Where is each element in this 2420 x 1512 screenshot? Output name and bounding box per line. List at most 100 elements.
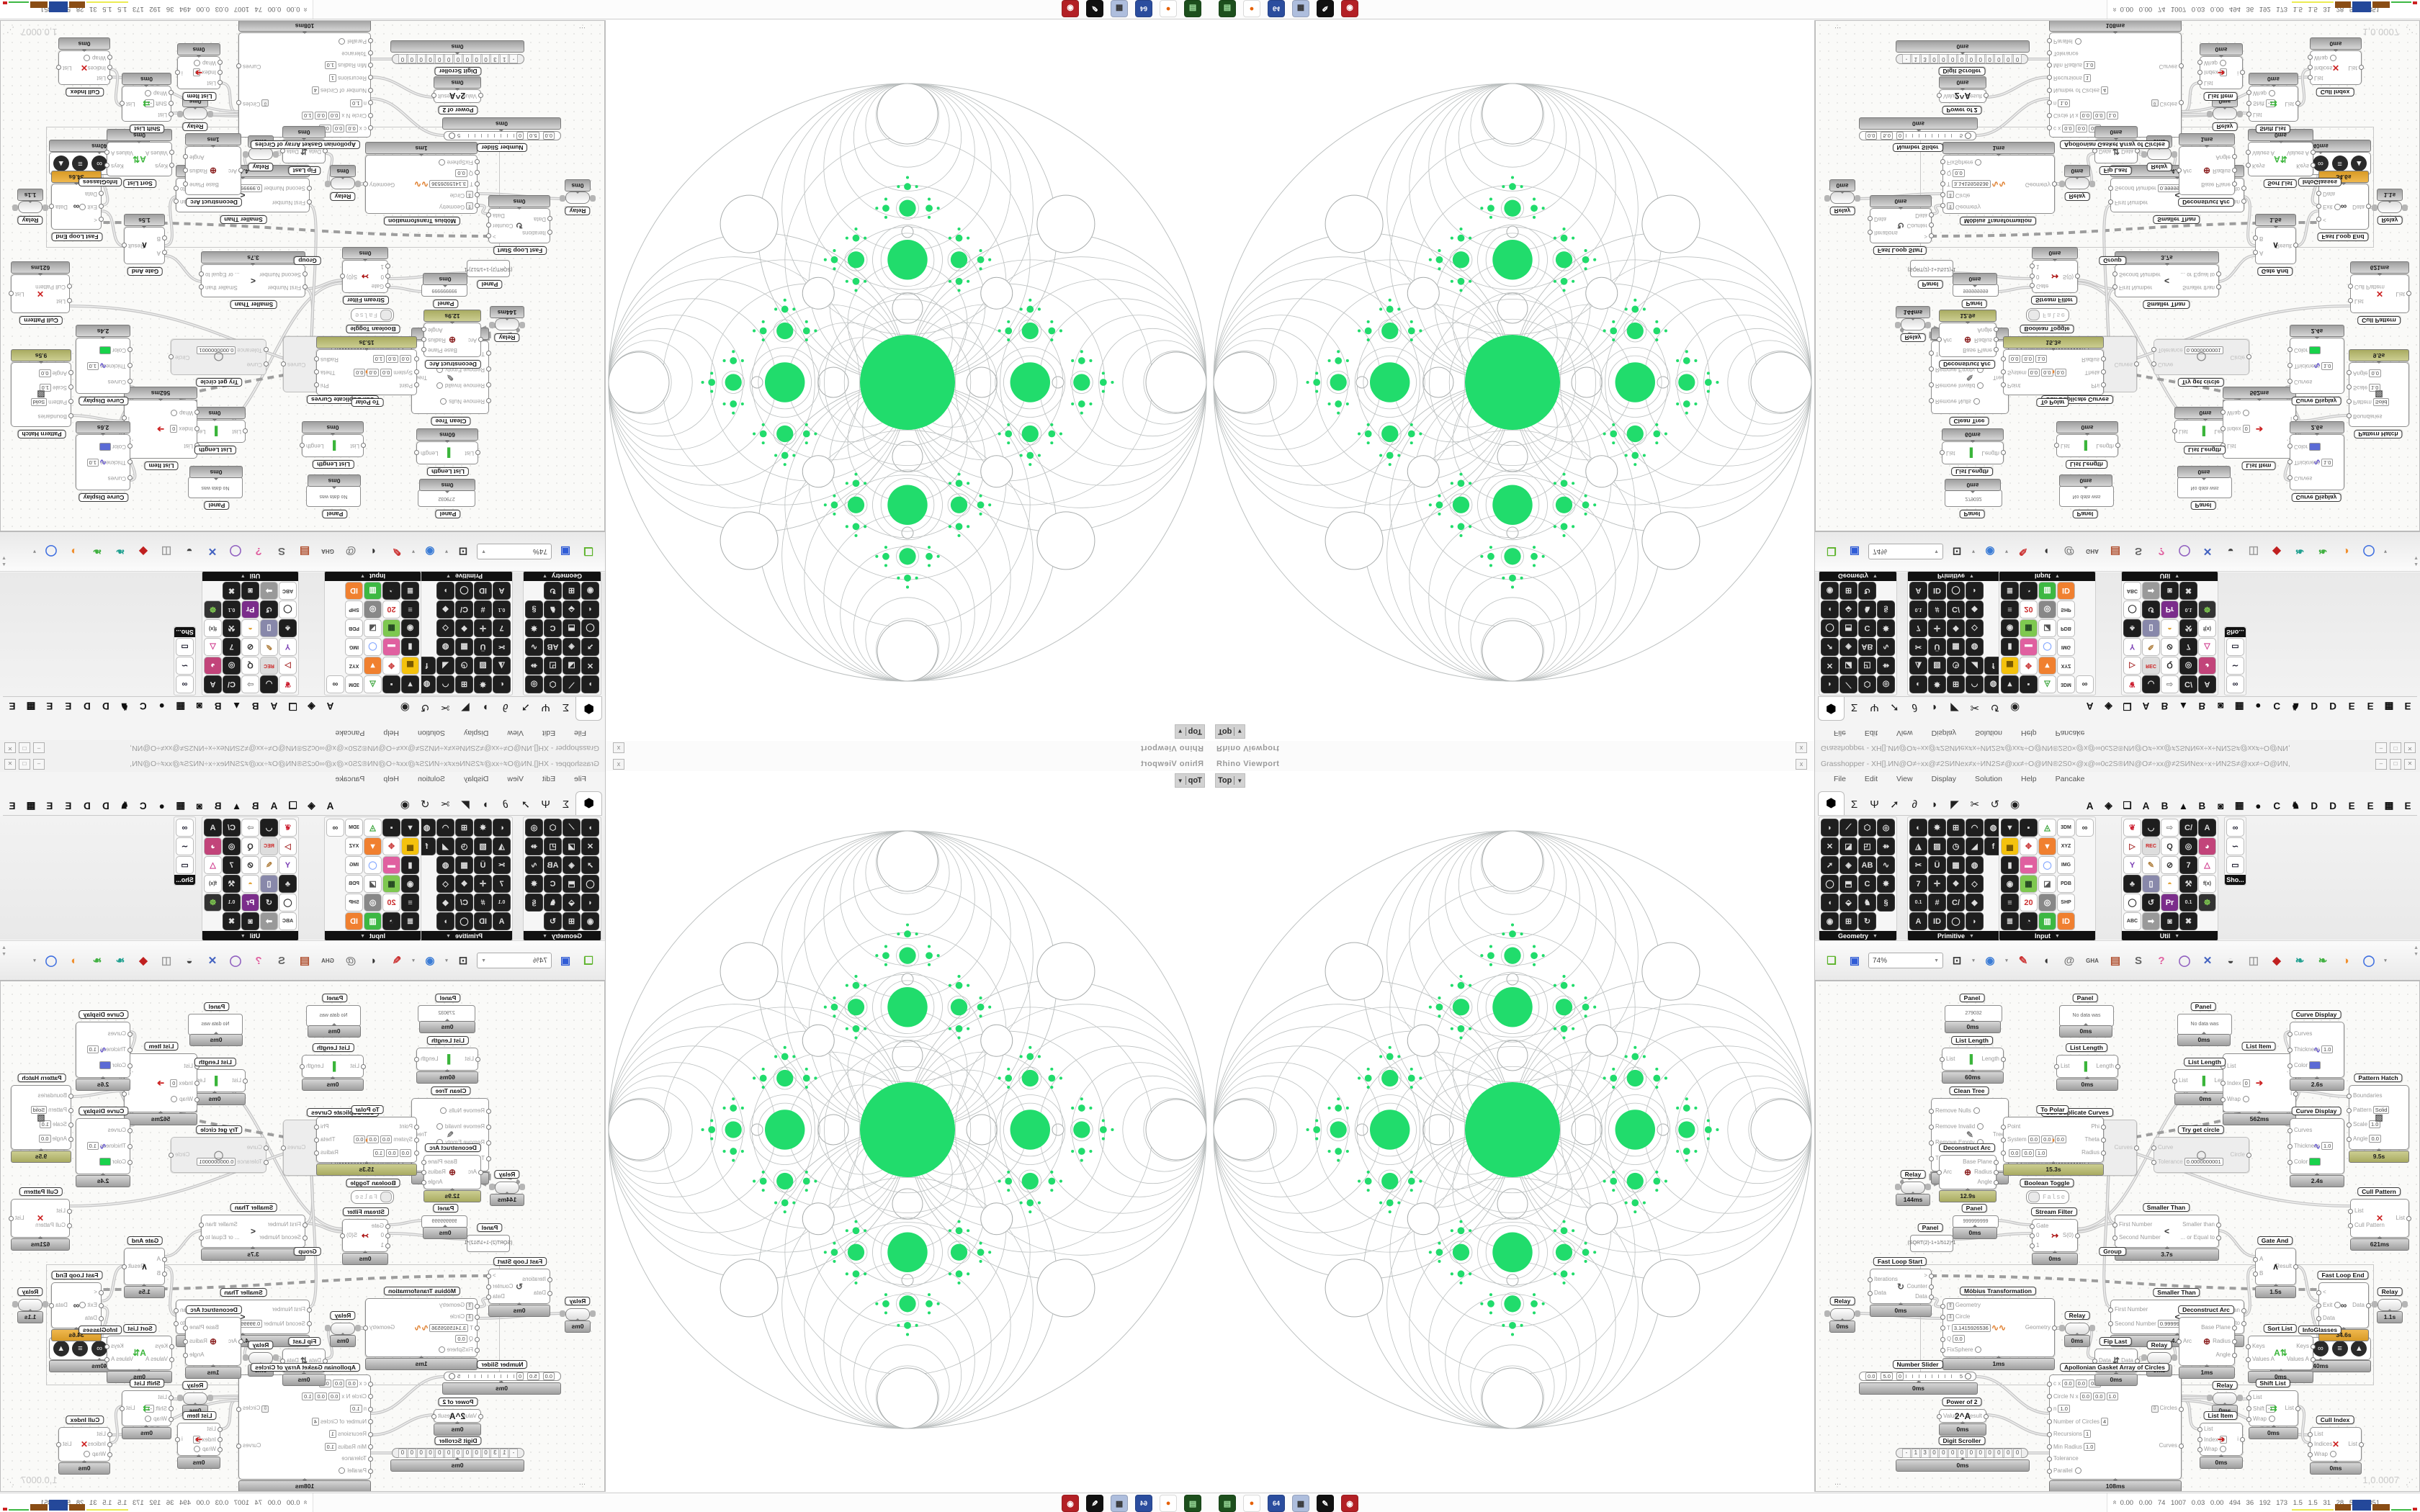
output-port[interactable]: Curves [2159, 63, 2177, 70]
digit-cell[interactable]: 3 [490, 54, 500, 64]
palette-icon[interactable]: ✸ [1877, 619, 1895, 637]
output-port[interactable]: Data [1915, 212, 1927, 220]
dropdown-icon[interactable]: ▾ [2384, 549, 2387, 554]
tab-icon[interactable]: ∂ [503, 701, 508, 714]
output-port[interactable]: Phi [321, 382, 329, 389]
node-label[interactable]: List Item [144, 1042, 179, 1050]
input-port[interactable]: ⇧Geometry [1947, 202, 1981, 210]
node-label[interactable]: Relay [330, 192, 356, 201]
tab-plugin[interactable]: ❏ [288, 800, 297, 811]
export-doc-icon[interactable]: ▤ [2110, 955, 2121, 967]
palette-icon[interactable]: ◙ [2161, 582, 2179, 600]
collapse-chevrons-icon[interactable]: » [2110, 8, 2119, 11]
menu-item-help[interactable]: Help [383, 775, 400, 783]
node-label[interactable]: Fast Loop End [51, 1271, 103, 1279]
node-label[interactable]: Relay [494, 1170, 520, 1179]
palette-icon[interactable]: ◢ [1966, 657, 1984, 675]
output-port[interactable]: Theta [2084, 1136, 2107, 1143]
node-label[interactable]: Try get circle [196, 1125, 243, 1134]
palette-icon[interactable]: ◡ [2142, 819, 2160, 837]
window-button[interactable]: ✕ [2404, 759, 2416, 770]
dropdown-icon[interactable]: ▾ [33, 549, 36, 554]
output-port[interactable]: Data [2352, 204, 2365, 210]
palette-icon[interactable]: ◎ [223, 837, 241, 855]
palette-icon[interactable]: ◍ [436, 638, 454, 656]
preview-eye-icon[interactable]: ◉ [1985, 545, 1995, 557]
output-port[interactable]: List [2396, 291, 2405, 297]
toggle-circle-icon[interactable] [438, 158, 445, 166]
output-port[interactable]: i [182, 1436, 183, 1442]
palette-icon[interactable]: ↻ [1858, 582, 1876, 600]
input-port[interactable]: Values A [2252, 149, 2275, 156]
node-label[interactable]: Relay [1900, 333, 1926, 342]
palette-icon[interactable]: ❖ [1947, 619, 1965, 637]
gha-icon[interactable]: GHA [2086, 548, 2099, 555]
input-port[interactable]: Iterations [1874, 230, 1898, 236]
preview-eye-icon[interactable]: ◉ [425, 545, 435, 557]
tab-plugin[interactable]: E [2348, 701, 2355, 711]
node-canvas[interactable]: 1,0.0007 ⋰ ... Panel 279032 0ms List Length… [0, 981, 605, 1492]
value-chip[interactable]: 1.0 [2369, 1120, 2381, 1128]
input-port[interactable]: List [232, 1077, 241, 1084]
palette-icon[interactable]: ◪ [2038, 875, 2056, 893]
palette-icon[interactable]: ⊞ [1839, 582, 1857, 600]
toggle-circle-icon[interactable] [2268, 89, 2275, 96]
component-node[interactable]: Keys Values A Keys Values A A⇅ [107, 142, 172, 176]
palette-icon[interactable]: ⬡ [1858, 675, 1876, 693]
relay-node[interactable] [2372, 1299, 2408, 1311]
palette-icon[interactable]: ◕ [204, 837, 222, 855]
palette-icon[interactable]: ↺ [260, 894, 278, 912]
palette-icon[interactable]: ◆ [436, 894, 454, 912]
value-chip[interactable]: -1 [2266, 1404, 2275, 1413]
tab-plugin[interactable]: E [9, 701, 16, 711]
tab-plugin[interactable]: B [2198, 701, 2206, 711]
floppy64-icon[interactable]: 64 [1268, 0, 1285, 17]
value-chip[interactable]: 1.0 [350, 1405, 362, 1413]
toolbar-scroll[interactable]: ▲ ▼ [2414, 555, 2419, 567]
palette-icon[interactable]: ▥ [2038, 912, 2056, 930]
toggle-circle-icon[interactable] [194, 1446, 201, 1453]
tab-icon[interactable]: ↺ [1990, 798, 2000, 811]
dropdown-icon[interactable]: ▾ [33, 958, 36, 963]
palette-icon[interactable]: ❦ [279, 819, 297, 837]
palette-icon[interactable]: A [204, 675, 222, 693]
input-port[interactable]: Curve [246, 361, 262, 368]
output-port[interactable]: Length [2096, 1063, 2121, 1069]
tab-icon[interactable]: ◤ [461, 701, 470, 714]
tab-plugin[interactable]: ▦ [176, 800, 186, 811]
palette-icon[interactable]: ◐ [1909, 819, 1927, 837]
output-port[interactable]: Counter [1906, 1282, 1935, 1290]
input-port[interactable]: Parallel [2047, 1467, 2081, 1475]
input-port[interactable]: Tolerance [2053, 50, 2079, 57]
palette-group-label[interactable]: Geometry ▼ [524, 931, 601, 941]
input-port[interactable]: Remove Nulls [1935, 397, 1980, 405]
menu-item-display[interactable]: Display [1931, 729, 1957, 737]
color-swatch[interactable] [2309, 346, 2321, 354]
palette-icon[interactable]: ↺ [260, 600, 278, 618]
node-label[interactable]: Curve Display [2291, 1010, 2341, 1019]
input-port[interactable]: Remove Invalid [1935, 382, 1984, 389]
palette-icon[interactable]: ◐ [493, 819, 511, 837]
input-port[interactable]: 0 [380, 274, 384, 280]
digit-cell[interactable]: 0 [416, 1448, 426, 1458]
firefox-icon[interactable]: ● [1243, 0, 1260, 17]
palette-icon[interactable]: ◈ [1839, 638, 1857, 656]
palette-icon[interactable]: ↻ [1858, 912, 1876, 930]
palette-icon[interactable]: ∽ [176, 657, 194, 675]
node-label[interactable]: Fip Last [288, 166, 321, 175]
palette-icon[interactable]: ◉ [581, 582, 599, 600]
palette-icon[interactable]: AB [544, 856, 562, 874]
palette-icon[interactable]: ⚒ [2179, 619, 2197, 637]
palette-group-label[interactable]: Input ▼ [1999, 931, 2095, 941]
palette-icon[interactable]: f(x) [2198, 619, 2216, 637]
menu-item-display[interactable]: Display [463, 729, 489, 737]
value-chip[interactable]: 4 [311, 86, 319, 95]
